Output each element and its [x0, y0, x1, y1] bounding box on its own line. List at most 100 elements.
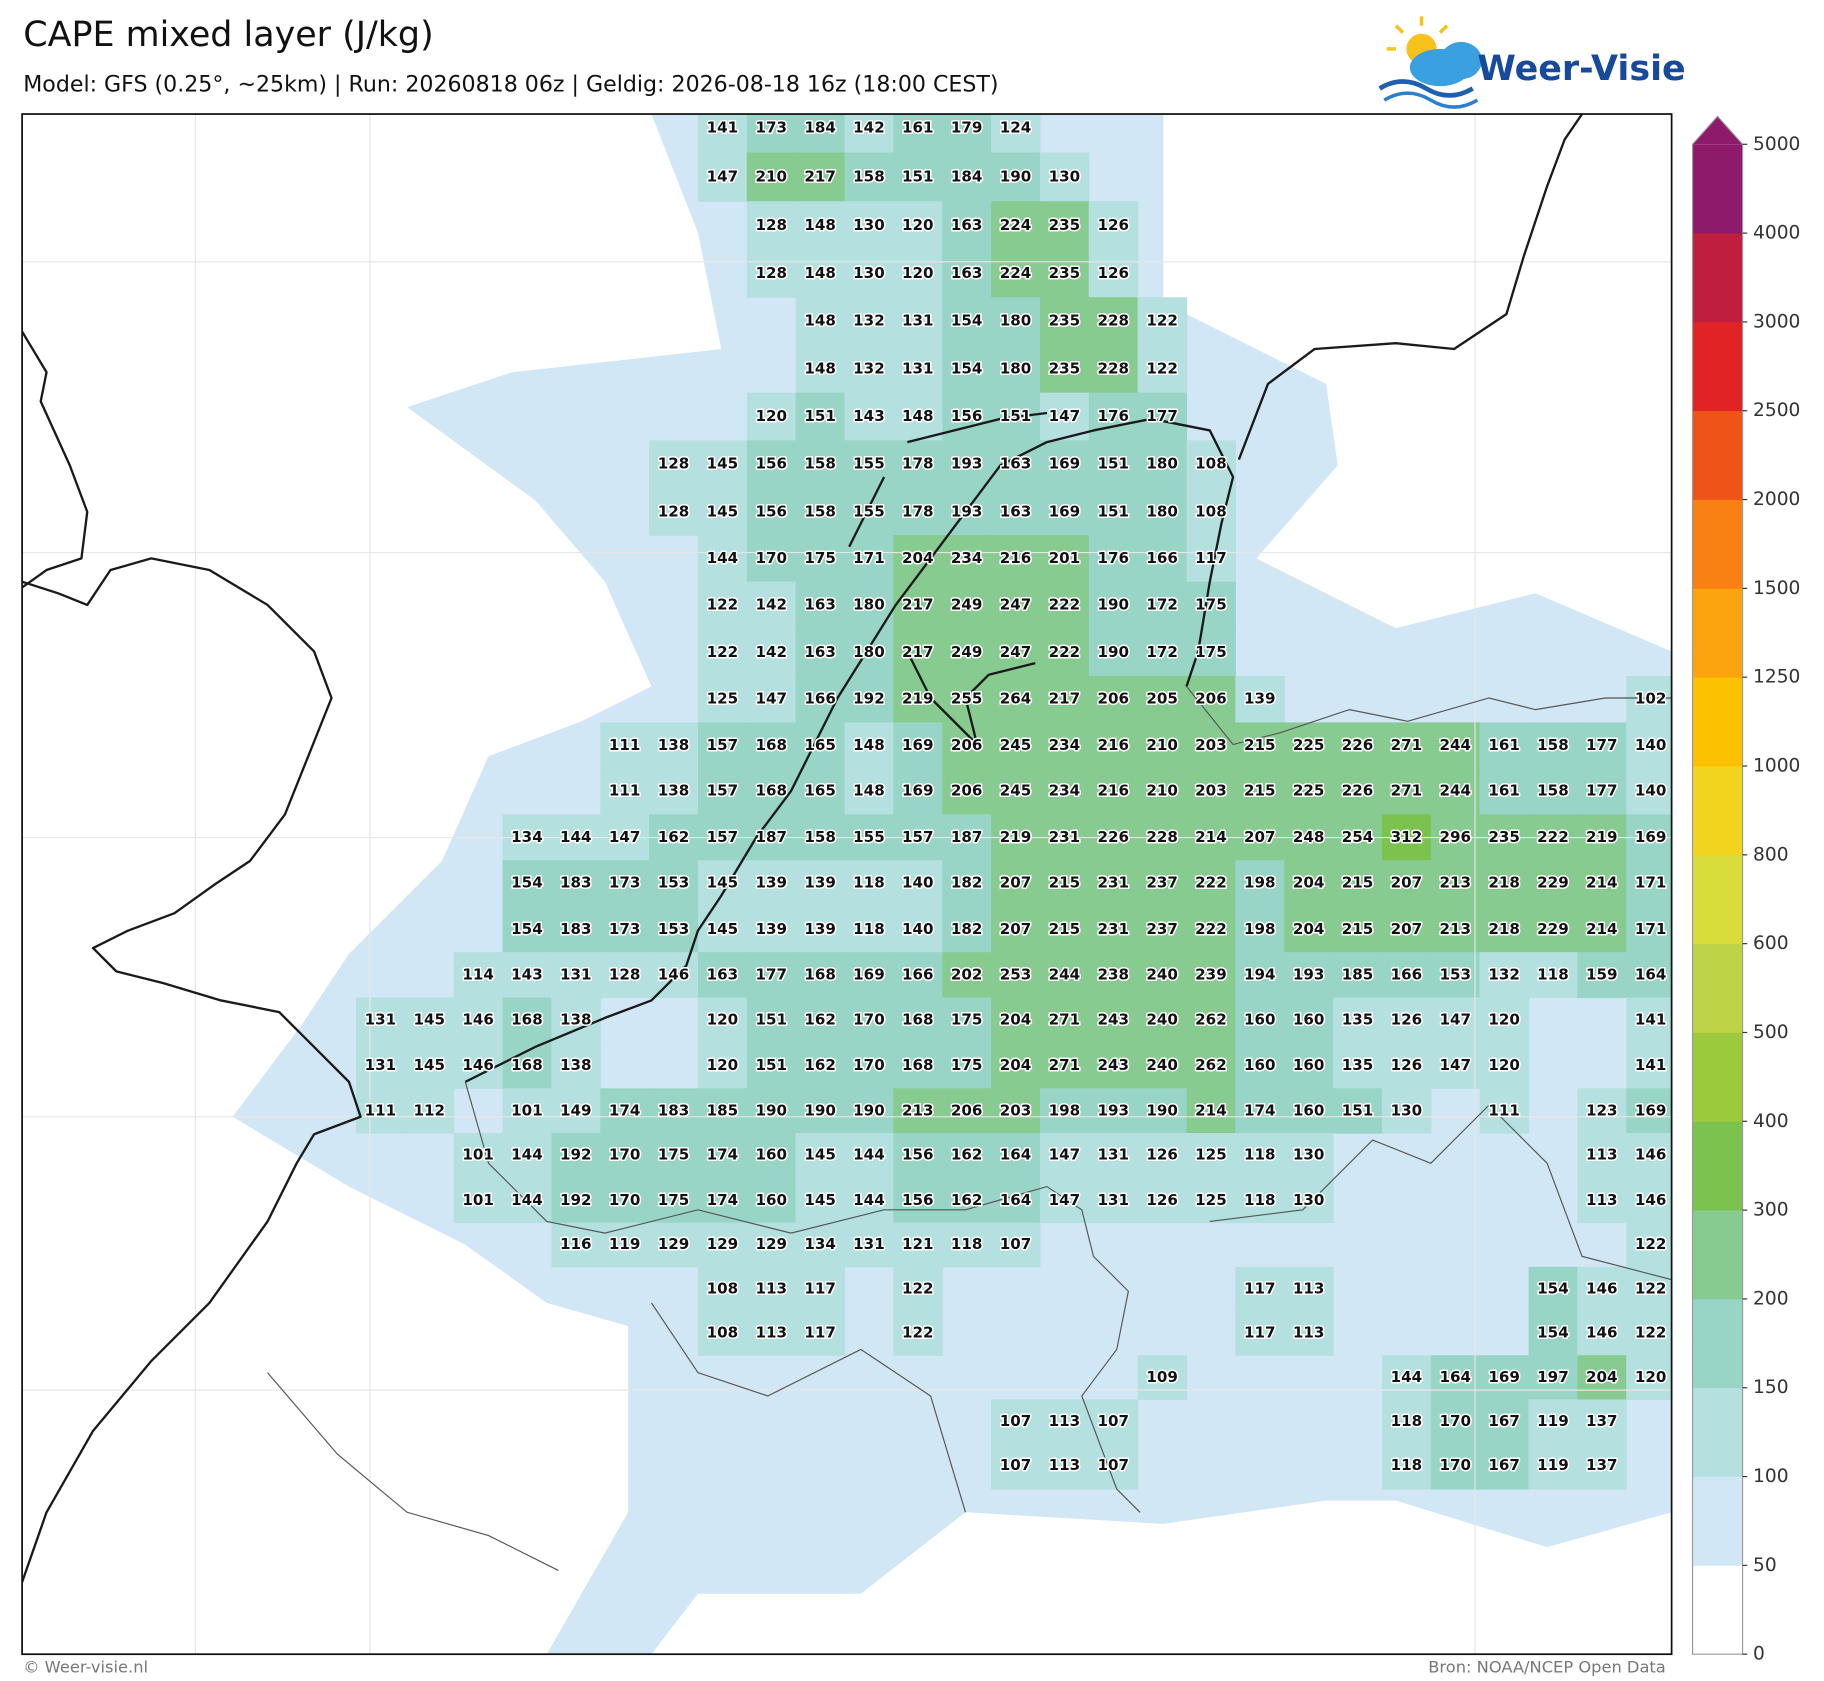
cape-value: 207 — [1000, 920, 1032, 938]
cape-value: 121 — [902, 1235, 934, 1253]
cape-cell — [1186, 1042, 1236, 1089]
cape-value: 119 — [1537, 1456, 1569, 1474]
cape-value: 183 — [560, 873, 592, 891]
cape-cell — [1430, 1443, 1481, 1490]
cape-cell — [1235, 722, 1285, 769]
cape-cell — [1479, 1399, 1530, 1445]
cape-value: 235 — [1488, 828, 1520, 846]
cape-value: 193 — [951, 502, 983, 520]
cape-cell — [893, 952, 943, 999]
cape-cell — [991, 297, 1041, 346]
cape-cell — [1039, 1133, 1090, 1179]
cape-value: 234 — [1049, 736, 1081, 754]
cape-cell — [1577, 1266, 1627, 1312]
colorbar-outline — [1691, 115, 1744, 1655]
cape-value: 166 — [804, 690, 836, 708]
cape-cell — [1235, 997, 1285, 1044]
cape-cell — [746, 1042, 797, 1089]
colorbar-band — [1692, 766, 1743, 856]
cape-cell — [600, 1133, 650, 1179]
cape-cell — [942, 1042, 992, 1089]
cape-value: 190 — [1097, 595, 1129, 613]
cape-value: 113 — [1293, 1324, 1325, 1342]
cape-value: 137 — [1586, 1456, 1618, 1474]
cape-cell — [1039, 1177, 1090, 1224]
cape-value: 113 — [1293, 1279, 1325, 1297]
cape-value: 175 — [951, 1056, 983, 1074]
cape-value: 161 — [1488, 782, 1520, 800]
cape-cell — [1626, 906, 1672, 953]
cape-value: 167 — [1488, 1412, 1520, 1430]
cape-cell — [1528, 860, 1578, 907]
cape-cell — [746, 535, 797, 583]
cape-value: 122 — [707, 595, 739, 613]
cape-cell — [1284, 1042, 1334, 1089]
cape-cell — [795, 1177, 846, 1224]
cape-cell — [893, 1266, 943, 1312]
cape-value: 173 — [609, 920, 641, 938]
cape-cell — [697, 1222, 748, 1268]
cape-value: 225 — [1293, 736, 1325, 754]
cape-cell — [697, 1042, 748, 1089]
cape-value: 158 — [853, 167, 885, 185]
cape-cell — [502, 906, 552, 953]
cape-value: 143 — [511, 965, 543, 983]
cape-value: 173 — [755, 119, 787, 137]
cape-value: 178 — [902, 502, 934, 520]
cape-cell — [551, 1177, 601, 1224]
cape-value: 148 — [853, 782, 885, 800]
cape-value: 126 — [1391, 1056, 1423, 1074]
cape-value: 229 — [1537, 920, 1569, 938]
borders — [267, 686, 1672, 1571]
cape-cell — [1186, 997, 1236, 1044]
cape-cell — [795, 581, 846, 630]
cape-cell — [1039, 628, 1090, 677]
cape-cell — [1528, 722, 1578, 769]
cape-cell — [1284, 722, 1334, 769]
cape-cell — [746, 1266, 797, 1312]
cape-value: 145 — [804, 1191, 836, 1209]
cape-value: 197 — [1537, 1368, 1569, 1386]
cape-value: 169 — [1049, 455, 1081, 473]
cape-cell — [551, 952, 601, 999]
cape-value: 207 — [1391, 873, 1423, 891]
cape-cell — [844, 1177, 894, 1224]
cape-cell — [746, 768, 797, 815]
cape-cell — [795, 201, 846, 251]
cape-value: 159 — [1586, 965, 1618, 983]
cape-cell — [942, 997, 992, 1044]
cape-value: 128 — [755, 264, 787, 282]
cape-value: 154 — [1537, 1324, 1569, 1342]
cape-cell — [746, 952, 797, 999]
cape-cell — [1284, 860, 1334, 907]
cape-cell — [1039, 1443, 1090, 1490]
cape-value: 215 — [1244, 736, 1276, 754]
cape-value: 203 — [1195, 782, 1227, 800]
cape-value: 170 — [853, 1056, 885, 1074]
cape-value: 169 — [902, 782, 934, 800]
cape-cell — [844, 201, 894, 251]
cape-value: 271 — [1391, 736, 1423, 754]
cape-cell — [942, 722, 992, 769]
cape-value: 125 — [1195, 1146, 1227, 1164]
cape-cell — [844, 152, 894, 202]
cape-value: 117 — [804, 1279, 836, 1297]
cape-value: 228 — [1097, 359, 1129, 377]
cape-value: 168 — [755, 782, 787, 800]
cape-cell — [1039, 1042, 1090, 1089]
cape-cell — [1039, 440, 1090, 489]
cape-cell — [1088, 1088, 1139, 1134]
cape-cell — [1186, 952, 1236, 999]
cape-value: 131 — [1097, 1146, 1129, 1164]
cape-value: 120 — [1635, 1368, 1667, 1386]
cape-value: 111 — [1488, 1101, 1520, 1119]
cape-value: 226 — [1342, 736, 1374, 754]
cape-cell — [1626, 768, 1672, 815]
cape-value: 203 — [1195, 736, 1227, 754]
cape-value: 205 — [1146, 690, 1178, 708]
cape-cell — [1235, 1311, 1285, 1356]
cape-cell — [1039, 201, 1090, 251]
cape-value: 113 — [755, 1279, 787, 1297]
cape-cell — [893, 1311, 943, 1356]
